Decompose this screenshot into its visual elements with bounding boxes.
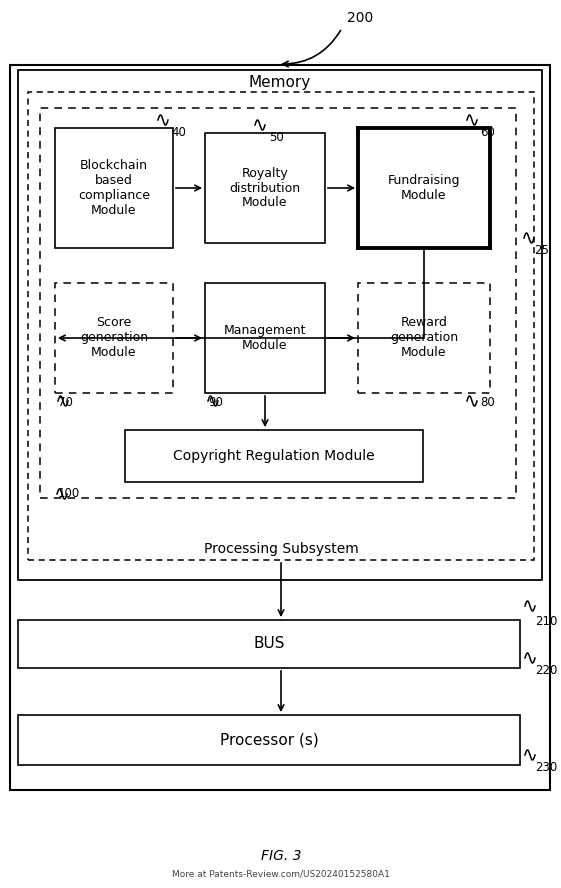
- Text: 100: 100: [58, 487, 80, 500]
- Text: Copyright Regulation Module: Copyright Regulation Module: [173, 449, 375, 463]
- Bar: [55, 128, 173, 248]
- Text: FIG. 3: FIG. 3: [261, 849, 301, 863]
- Bar: [358, 283, 490, 393]
- Text: 230: 230: [535, 761, 557, 774]
- FancyArrowPatch shape: [283, 30, 341, 67]
- Text: Score
generation
Module: Score generation Module: [80, 316, 148, 360]
- Text: BUS: BUS: [253, 637, 285, 652]
- Bar: [55, 283, 173, 393]
- Bar: [10, 65, 550, 790]
- Text: Royalty
distribution
Module: Royalty distribution Module: [229, 167, 301, 210]
- Bar: [40, 108, 516, 498]
- Bar: [125, 430, 423, 482]
- Text: 80: 80: [480, 396, 495, 409]
- Text: 90: 90: [208, 396, 223, 409]
- Bar: [18, 715, 520, 765]
- Bar: [358, 128, 490, 248]
- Text: Fundraising
Module: Fundraising Module: [388, 174, 460, 202]
- Text: Blockchain
based
compliance
Module: Blockchain based compliance Module: [78, 159, 150, 217]
- Text: 220: 220: [535, 664, 558, 677]
- Text: 70: 70: [58, 396, 73, 409]
- Text: Processing Subsystem: Processing Subsystem: [204, 542, 358, 556]
- Text: 210: 210: [535, 615, 558, 628]
- Text: Reward
generation
Module: Reward generation Module: [390, 316, 458, 360]
- Bar: [205, 283, 325, 393]
- Text: 60: 60: [480, 126, 495, 139]
- Text: Management
Module: Management Module: [224, 324, 306, 352]
- Text: 25: 25: [534, 243, 549, 257]
- Text: More at Patents-Review.com/US20240152580A1: More at Patents-Review.com/US20240152580…: [172, 869, 390, 878]
- Bar: [28, 92, 534, 560]
- Bar: [205, 133, 325, 243]
- Text: 50: 50: [269, 131, 284, 144]
- Text: Memory: Memory: [249, 75, 311, 91]
- Text: Processor (s): Processor (s): [219, 733, 319, 748]
- Bar: [18, 70, 542, 580]
- Text: 200: 200: [347, 11, 373, 25]
- Text: 40: 40: [171, 126, 186, 139]
- Bar: [18, 620, 520, 668]
